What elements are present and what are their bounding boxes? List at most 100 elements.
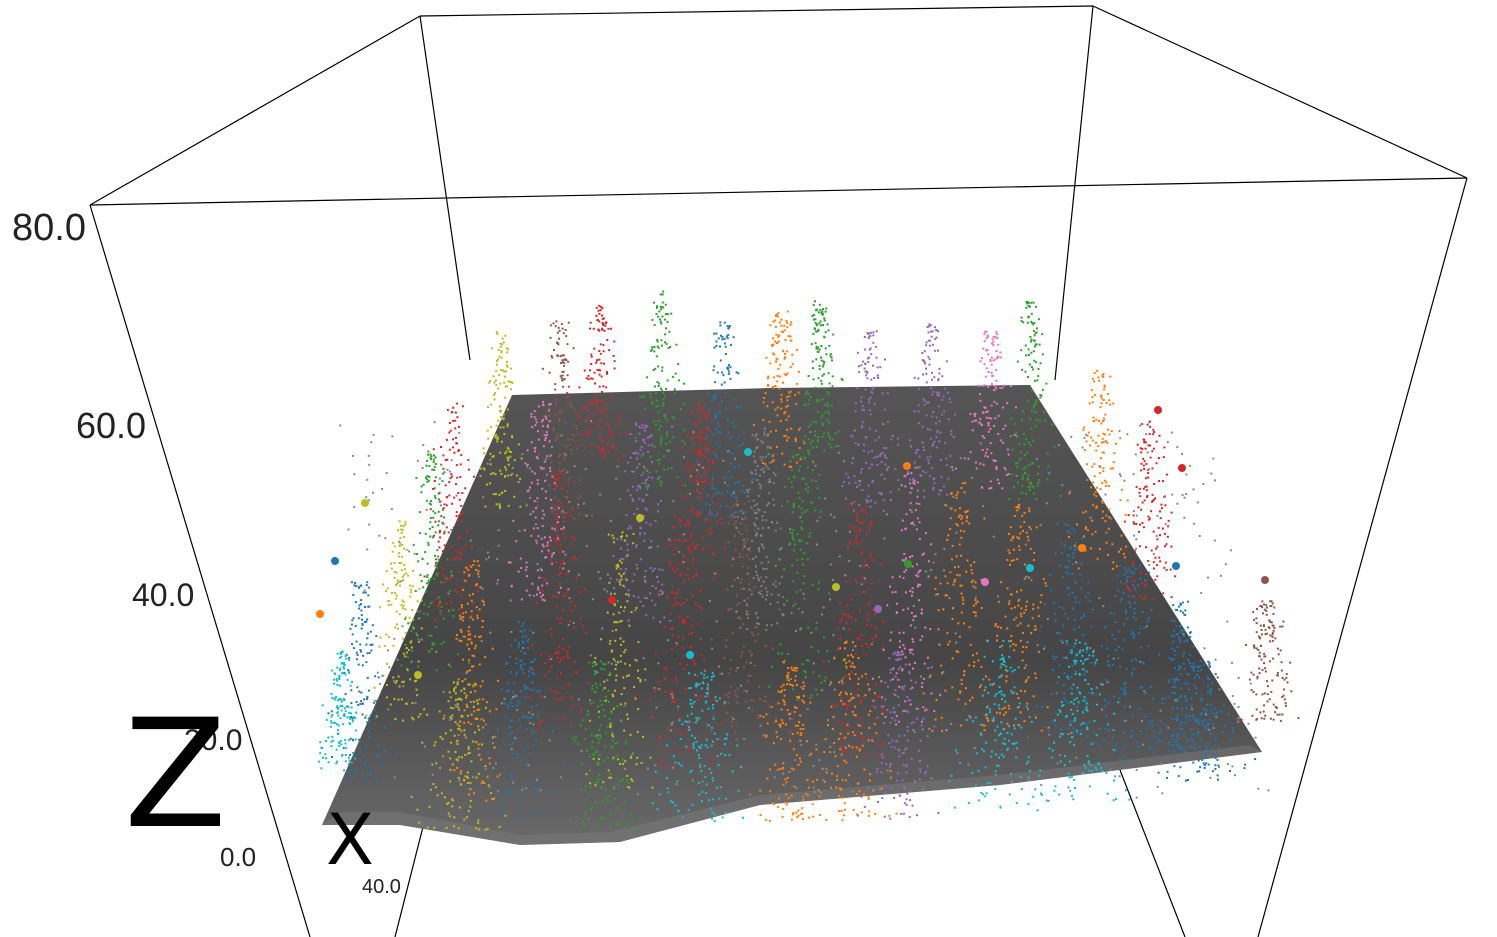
point-cloud-point: [878, 754, 881, 757]
point-cloud-point: [858, 504, 860, 507]
point-cloud-point: [365, 620, 368, 623]
point-cloud-point: [931, 444, 934, 447]
point-cloud-point: [724, 694, 727, 697]
point-cloud-point: [733, 579, 736, 582]
point-cloud-point: [329, 725, 332, 728]
point-cloud-point: [552, 595, 555, 598]
point-cloud-point: [612, 758, 615, 761]
point-cloud-point: [835, 445, 838, 448]
point-cloud-point: [684, 484, 687, 487]
point-cloud-point: [780, 324, 783, 327]
point-cloud-point: [333, 698, 336, 701]
point-cloud-point: [420, 627, 423, 630]
point-cloud-point: [935, 391, 938, 394]
point-cloud-point: [787, 415, 790, 418]
point-cloud-point: [608, 427, 611, 430]
point-cloud-point: [331, 755, 333, 758]
point-cloud-point: [827, 393, 830, 396]
point-cloud-point: [912, 477, 915, 480]
point-cloud-point: [525, 687, 527, 690]
point-cloud-point: [1018, 548, 1021, 551]
point-cloud-point: [495, 370, 498, 373]
point-cloud-point: [665, 387, 667, 390]
point-cloud-point: [842, 676, 845, 679]
point-cloud-point: [1178, 746, 1181, 749]
point-cloud-point: [729, 667, 732, 670]
point-cloud-point: [351, 716, 354, 719]
point-cloud-point: [833, 658, 835, 661]
point-cloud-point: [416, 694, 419, 697]
point-cloud-point: [721, 492, 724, 495]
point-cloud-point: [819, 324, 822, 327]
point-cloud-point: [592, 752, 595, 755]
point-cloud-point: [983, 724, 986, 727]
point-cloud-point: [510, 381, 513, 384]
point-cloud-point: [697, 699, 699, 702]
point-cloud-point: [407, 622, 410, 625]
point-cloud-point: [683, 619, 686, 622]
point-cloud-point: [439, 529, 441, 532]
point-cloud-point: [469, 782, 472, 784]
point-cloud-point: [1151, 720, 1153, 723]
point-cloud-point: [786, 321, 789, 324]
point-cloud-point: [779, 420, 782, 422]
point-cloud-point: [429, 508, 432, 511]
point-cloud-point: [519, 477, 522, 480]
point-cloud-point: [474, 647, 476, 650]
point-cloud-point: [671, 701, 674, 704]
point-cloud-point: [659, 440, 662, 443]
point-cloud-point: [320, 767, 323, 770]
point-cloud-point: [959, 691, 962, 694]
point-cloud-point: [979, 686, 981, 689]
point-cloud-point: [1259, 636, 1261, 639]
point-cloud-point: [740, 587, 743, 590]
point-cloud-point: [776, 380, 779, 383]
point-cloud-point: [1183, 651, 1186, 654]
point-cloud-point: [613, 541, 616, 544]
point-cloud-point: [496, 729, 499, 732]
point-cloud-point: [793, 543, 796, 546]
point-cloud-point: [494, 473, 497, 476]
point-cloud-point: [418, 821, 421, 824]
point-cloud-point: [680, 764, 683, 767]
point-cloud-point: [769, 430, 772, 433]
point-cloud-point: [859, 522, 862, 524]
point-cloud-point: [1071, 731, 1074, 734]
point-cloud-point: [417, 665, 420, 668]
point-cloud-point: [354, 625, 357, 627]
point-cloud-point: [637, 677, 640, 679]
point-cloud-point: [789, 531, 792, 534]
point-cloud-point: [1005, 675, 1008, 678]
point-cloud-point: [724, 345, 727, 348]
point-cloud-point: [554, 439, 557, 442]
point-cloud-point: [465, 694, 468, 697]
point-cloud-point: [739, 582, 742, 584]
point-cloud-point: [596, 671, 599, 674]
point-cloud-point: [817, 436, 820, 439]
point-cloud-point: [768, 420, 771, 423]
point-cloud-point: [1017, 697, 1020, 700]
point-cloud-point: [700, 744, 703, 747]
point-cloud-point: [610, 721, 613, 724]
point-cloud-point: [598, 320, 601, 323]
point-cloud-point: [384, 726, 387, 729]
point-cloud-point: [1271, 624, 1274, 627]
point-cloud-point: [582, 824, 585, 827]
point-cloud-point: [733, 426, 736, 428]
point-cloud-point: [453, 589, 456, 591]
point-cloud-point: [853, 593, 856, 596]
point-cloud-point: [862, 696, 865, 699]
point-cloud-point: [831, 359, 833, 362]
point-cloud-point: [569, 514, 572, 517]
point-cloud-point: [754, 626, 757, 629]
point-cloud-point: [560, 617, 563, 620]
point-cloud-point: [1188, 653, 1191, 656]
point-cloud-point: [851, 670, 854, 673]
point-cloud-point: [909, 703, 912, 706]
point-cloud-point: [985, 675, 987, 678]
point-cloud-point: [1170, 596, 1173, 599]
point-cloud-point: [517, 718, 520, 721]
point-cloud-point: [1001, 406, 1004, 409]
point-cloud-point: [429, 453, 432, 456]
